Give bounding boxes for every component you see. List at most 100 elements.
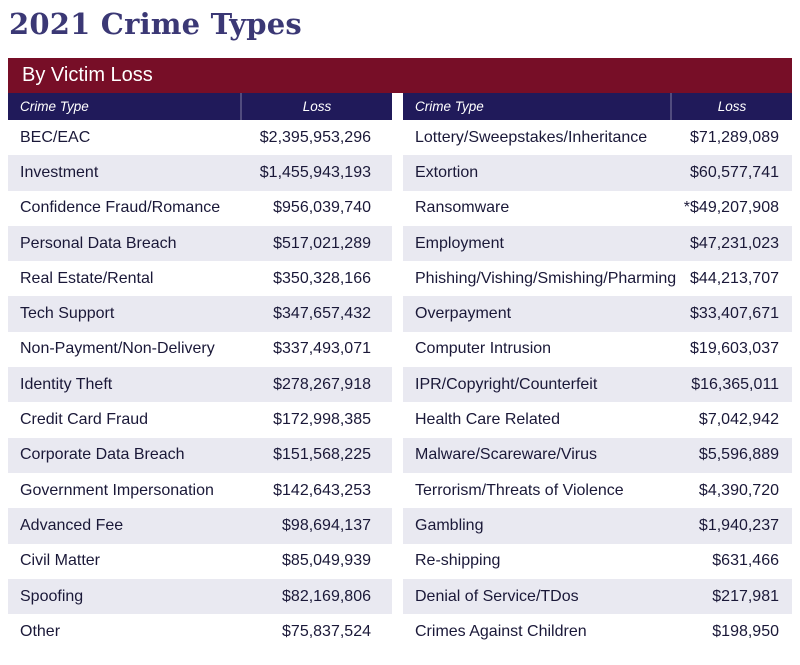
table-row: Tech Support $347,657,432 <box>8 296 392 332</box>
loss-header: Loss <box>670 93 792 120</box>
table-row: Extortion $60,577,741 <box>403 155 792 191</box>
loss-cell: $85,049,939 <box>282 552 371 570</box>
crime-type-cell: Malware/Scareware/Virus <box>415 446 597 464</box>
loss-header: Loss <box>240 93 392 120</box>
table-header-left: Crime Type Loss <box>8 93 392 120</box>
loss-cell: $7,042,942 <box>698 411 779 429</box>
crime-type-cell: IPR/Copyright/Counterfeit <box>415 375 598 393</box>
loss-cell: $198,950 <box>712 622 779 640</box>
loss-cell: $1,940,237 <box>698 516 779 534</box>
loss-cell: $2,395,953,296 <box>259 128 371 146</box>
section-banner-label: By Victim Loss <box>22 64 153 86</box>
table-row: Terrorism/Threats of Violence $4,390,720 <box>403 473 792 508</box>
loss-cell: $16,365,011 <box>691 375 779 393</box>
loss-cell: $151,568,225 <box>273 446 371 464</box>
loss-cell: $71,289,089 <box>690 128 779 146</box>
table-row: Denial of Service/TDos $217,981 <box>403 578 792 615</box>
crime-type-cell: Other <box>20 622 61 640</box>
table-row: Phishing/Vishing/Smishing/Pharming $44,2… <box>403 261 792 296</box>
crime-type-cell: Personal Data Breach <box>20 234 177 252</box>
table-body-left: BEC/EAC $2,395,953,296 Investment $1,455… <box>8 120 392 649</box>
loss-cell: *$49,207,908 <box>683 199 779 217</box>
table-row: Other $75,837,524 <box>8 614 392 649</box>
table-row: Credit Card Fraud $172,998,385 <box>8 402 392 437</box>
table-row: Malware/Scareware/Virus $5,596,889 <box>403 437 792 473</box>
crime-type-cell: Crimes Against Children <box>415 622 587 640</box>
table-row: BEC/EAC $2,395,953,296 <box>8 120 392 155</box>
table-row: Investment $1,455,943,193 <box>8 155 392 191</box>
crime-type-cell: Employment <box>415 234 504 252</box>
table-header-right: Crime Type Loss <box>403 93 792 120</box>
page-title: 2021 Crime Types <box>9 7 302 41</box>
table-row: Health Care Related $7,042,942 <box>403 402 792 437</box>
crime-type-cell: Confidence Fraud/Romance <box>20 199 221 217</box>
table-row: Civil Matter $85,049,939 <box>8 544 392 579</box>
loss-cell: $631,466 <box>712 552 779 570</box>
loss-cell: $347,657,432 <box>273 305 371 323</box>
crime-tables: Crime Type Loss BEC/EAC $2,395,953,296 I… <box>8 93 792 649</box>
table-row: Employment $47,231,023 <box>403 225 792 262</box>
table-row: Ransomware *$49,207,908 <box>403 191 792 226</box>
crime-table-left: Crime Type Loss BEC/EAC $2,395,953,296 I… <box>8 93 392 649</box>
loss-cell: $19,603,037 <box>690 340 779 358</box>
crime-type-cell: Spoofing <box>20 587 84 605</box>
table-row: Overpayment $33,407,671 <box>403 296 792 332</box>
crime-type-cell: Gambling <box>415 516 484 534</box>
loss-cell: $98,694,137 <box>282 516 371 534</box>
table-row: Gambling $1,940,237 <box>403 508 792 544</box>
crime-type-header: Crime Type <box>415 99 484 114</box>
table-row: Crimes Against Children $198,950 <box>403 614 792 649</box>
loss-cell: $4,390,720 <box>698 481 779 499</box>
loss-cell: $172,998,385 <box>273 411 371 429</box>
crime-type-cell: Advanced Fee <box>20 516 124 534</box>
crime-type-cell: Re-shipping <box>415 552 501 570</box>
crime-type-cell: Phishing/Vishing/Smishing/Pharming <box>415 269 677 287</box>
loss-cell: $5,596,889 <box>698 446 779 464</box>
table-row: Identity Theft $278,267,918 <box>8 367 392 403</box>
crime-type-cell: Extortion <box>415 163 479 181</box>
loss-cell: $60,577,741 <box>690 163 779 181</box>
crime-type-cell: Computer Intrusion <box>415 340 552 358</box>
loss-cell: $82,169,806 <box>282 587 371 605</box>
table-row: Spoofing $82,169,806 <box>8 578 392 615</box>
crime-type-cell: Denial of Service/TDos <box>415 587 579 605</box>
table-row: Personal Data Breach $517,021,289 <box>8 225 392 262</box>
crime-table-right: Crime Type Loss Lottery/Sweepstakes/Inhe… <box>403 93 792 649</box>
victim-loss-section: By Victim Loss Crime Type Loss BEC/EAC $… <box>8 58 792 649</box>
section-banner: By Victim Loss <box>8 58 792 93</box>
loss-cell: $1,455,943,193 <box>259 163 371 181</box>
loss-cell: $47,231,023 <box>690 234 779 252</box>
table-row: Lottery/Sweepstakes/Inheritance $71,289,… <box>403 120 792 155</box>
loss-cell: $350,328,166 <box>273 269 371 287</box>
table-row: Non-Payment/Non-Delivery $337,493,071 <box>8 332 392 367</box>
table-row: Advanced Fee $98,694,137 <box>8 508 392 544</box>
crime-type-cell: Government Impersonation <box>20 481 214 499</box>
crime-type-cell: Health Care Related <box>415 411 560 429</box>
table-row: Government Impersonation $142,643,253 <box>8 473 392 508</box>
loss-cell: $142,643,253 <box>273 481 371 499</box>
table-body-right: Lottery/Sweepstakes/Inheritance $71,289,… <box>403 120 792 649</box>
loss-cell: $75,837,524 <box>282 622 371 640</box>
loss-cell: $33,407,671 <box>690 305 779 323</box>
crime-type-cell: Corporate Data Breach <box>20 446 185 464</box>
crime-type-cell: Investment <box>20 163 99 181</box>
crime-type-cell: Overpayment <box>415 305 512 323</box>
loss-cell: $517,021,289 <box>273 234 371 252</box>
table-row: Confidence Fraud/Romance $956,039,740 <box>8 191 392 226</box>
crime-type-cell: Tech Support <box>20 305 115 323</box>
loss-cell: $217,981 <box>712 587 779 605</box>
table-row: Real Estate/Rental $350,328,166 <box>8 261 392 296</box>
crime-type-cell: Civil Matter <box>20 552 101 570</box>
crime-type-cell: Terrorism/Threats of Violence <box>415 481 624 499</box>
crime-type-cell: Real Estate/Rental <box>20 269 154 287</box>
crime-type-cell: Credit Card Fraud <box>20 411 149 429</box>
crime-type-cell: Ransomware <box>415 199 510 217</box>
loss-cell: $44,213,707 <box>690 269 779 287</box>
table-row: Computer Intrusion $19,603,037 <box>403 332 792 367</box>
table-row: Re-shipping $631,466 <box>403 544 792 579</box>
loss-cell: $337,493,071 <box>273 340 371 358</box>
table-row: IPR/Copyright/Counterfeit $16,365,011 <box>403 367 792 403</box>
crime-type-cell: Non-Payment/Non-Delivery <box>20 340 215 358</box>
loss-cell: $956,039,740 <box>273 199 371 217</box>
crime-type-header: Crime Type <box>20 99 89 114</box>
